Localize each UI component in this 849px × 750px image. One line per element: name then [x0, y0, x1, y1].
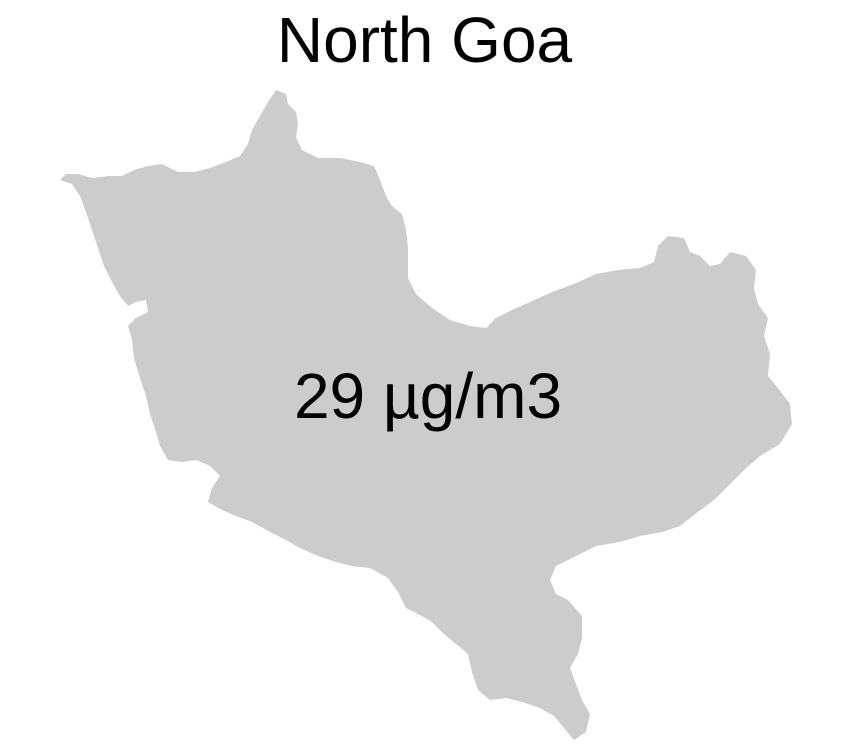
pollutant-value-label: 29 µg/m3: [293, 360, 563, 432]
district-region-north-goa: [60, 90, 792, 740]
map-title: North Goa: [276, 4, 573, 76]
